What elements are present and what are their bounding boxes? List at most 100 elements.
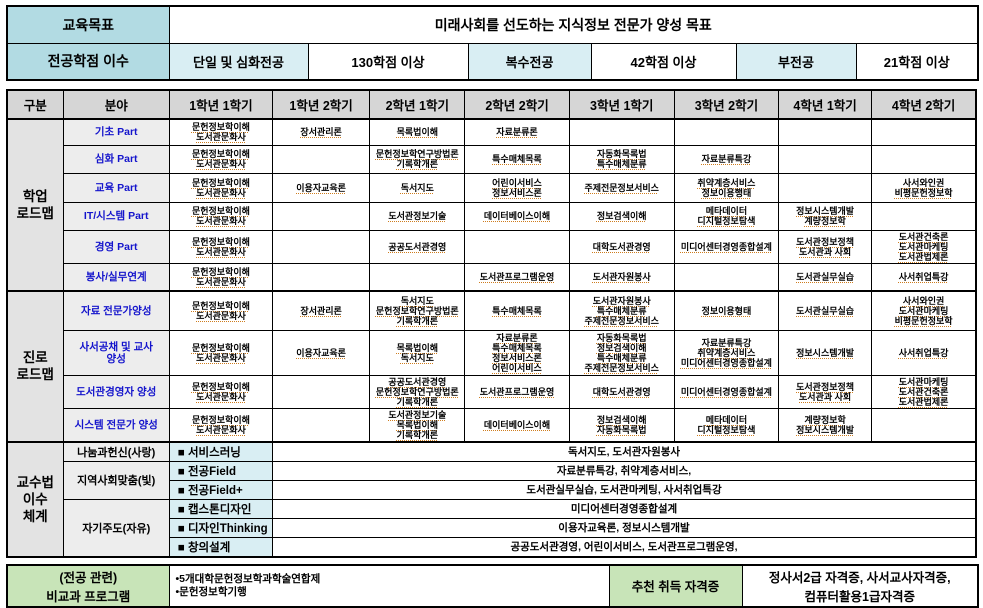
pedagogy-category-community: 지역사회맞춤(빛): [62, 460, 170, 500]
col-header-field: 분야: [62, 89, 170, 120]
course-cell: 도서관자원봉사 특수매체분류 주제전문정보서비스: [568, 290, 675, 331]
col-header-y2s1: 2학년 1학기: [369, 89, 466, 120]
course-cell: 자동화목록법 정보검색이해 특수매체분류 주제전문정보서비스: [568, 329, 675, 376]
course-cell: 문헌정보학이해 도서관문화사: [168, 118, 274, 146]
row-label-system-specialist: 시스템 전문가 양성: [62, 407, 170, 442]
course-cell: 도서관프로그램운영: [464, 262, 570, 292]
pedagogy-item-courses: 자료분류특강, 취약계층서비스,: [272, 460, 977, 481]
course-cell: [778, 144, 873, 174]
course-cell: 메타데이터 디지털정보탐색: [673, 201, 780, 231]
major-credits-label: 전공학점 이수: [6, 42, 170, 81]
course-cell: 문헌정보학이해 도서관문화사: [168, 329, 274, 376]
recommended-certs-value: 정사서2급 자격증, 사서교사자격증, 컴퓨터활용1급자격증: [741, 564, 979, 607]
row-label-education-part: 교육 Part: [62, 172, 170, 203]
pedagogy-item-major-field-plus: ■ 전공Field+: [168, 479, 274, 500]
pedagogy-item-courses: 공공도서관경영, 어린이서비스, 도서관프로그램운영,: [272, 536, 977, 557]
course-cell: [272, 144, 371, 174]
course-cell: [871, 407, 977, 442]
col-header-category: 구분: [6, 89, 64, 120]
col-header-y1s1: 1학년 1학기: [168, 89, 274, 120]
course-cell: 데이터베이스이해: [464, 407, 570, 442]
course-cell: [871, 118, 977, 146]
bottom-programs-table: (전공 관련) 비교과 프로그램 •5개대학문헌정보학과학술연합제 •문헌정보학…: [6, 563, 979, 608]
course-cell: 정보시스템개발: [778, 329, 873, 376]
course-cell: [272, 262, 371, 292]
credit-type-double: 복수전공: [467, 42, 592, 81]
row-label-management-part: 경영 Part: [62, 229, 170, 264]
course-cell: 주제전문정보서비스: [568, 172, 675, 203]
course-cell: 목록법이해 독서지도: [369, 329, 466, 376]
course-cell: 도서관자원봉사: [568, 262, 675, 292]
course-cell: 장서관리론: [272, 118, 371, 146]
course-cell: 문헌정보학이해 도서관문화사: [168, 144, 274, 174]
pedagogy-item-courses: 도서관실무실습, 도서관마케팅, 사서취업특강: [272, 479, 977, 500]
course-cell: 문헌정보학연구방법론 기록학개론: [369, 144, 466, 174]
course-cell: 도서관정보기술: [369, 201, 466, 231]
row-label-library-manager: 도서관경영자 양성: [62, 374, 170, 409]
extracurricular-items: •5개대학문헌정보학과학술연합제 •문헌정보학기행: [168, 564, 610, 607]
course-cell: 독서지도: [369, 172, 466, 203]
course-cell: [272, 407, 371, 442]
col-header-y4s1: 4학년 1학기: [778, 89, 873, 120]
education-goal-label: 교육목표: [6, 5, 170, 44]
course-cell: 도서관실무실습: [778, 262, 873, 292]
course-cell: 자료분류특강: [673, 144, 780, 174]
recommended-certs-label: 추천 취득 자격증: [608, 564, 743, 607]
course-cell: 장서관리론: [272, 290, 371, 331]
course-cell: 정보이용형태: [673, 290, 780, 331]
pedagogy-item-creative-design: ■ 창의설계: [168, 536, 274, 557]
row-label-advanced-part: 심화 Part: [62, 144, 170, 174]
pedagogy-item-courses: 미디어센터경영종합설계: [272, 498, 977, 519]
row-label-data-specialist: 자료 전문가양성: [62, 290, 170, 331]
course-cell: 공공도서관경영: [369, 229, 466, 264]
course-cell: [272, 374, 371, 409]
course-cell: 사서취업특강: [871, 329, 977, 376]
course-cell: 이용자교육론: [272, 329, 371, 376]
row-label-librarian-teacher: 사서공채 및 교사 양성: [62, 329, 170, 376]
course-cell: [464, 229, 570, 264]
course-cell: 특수매체목록: [464, 144, 570, 174]
credit-value-minor: 21학점 이상: [855, 42, 979, 81]
course-cell: 공공도서관경영 문헌정보학연구방법론 기록학개론: [369, 374, 466, 409]
course-cell: 도서관정보기술 목록법이해 기록학개론: [369, 407, 466, 442]
course-cell: 대학도서관경영: [568, 229, 675, 264]
group-pedagogy-system: 교수법 이수 체계: [6, 441, 64, 557]
course-cell: 미디어센터경영종합설계: [673, 229, 780, 264]
pedagogy-item-service-learning: ■ 서비스러닝: [168, 441, 274, 462]
course-cell: 문헌정보학이해 도서관문화사: [168, 407, 274, 442]
course-cell: 자동화목록법 특수매체분류: [568, 144, 675, 174]
row-label-service-practice: 봉사/실무연계: [62, 262, 170, 292]
row-label-it-system-part: IT/시스템 Part: [62, 201, 170, 231]
top-summary-table: 교육목표 미래사회를 선도하는 지식정보 전문가 양성 목표 전공학점 이수 단…: [6, 5, 979, 81]
course-cell: [272, 201, 371, 231]
course-cell: 목록법이해: [369, 118, 466, 146]
course-cell: 도서관건축론 도서관마케팅 도서관법제론: [871, 229, 977, 264]
course-cell: 자료분류특강 취약계층서비스 미디어센터경영종합설계: [673, 329, 780, 376]
course-cell: [272, 229, 371, 264]
course-cell: 문헌정보학이해 도서관문화사: [168, 374, 274, 409]
education-goal-value: 미래사회를 선도하는 지식정보 전문가 양성 목표: [168, 5, 979, 44]
course-cell: 독서지도 문헌정보학연구방법론 기록학개론: [369, 290, 466, 331]
credit-type-minor: 부전공: [735, 42, 857, 81]
course-cell: 사서와인권 도서관마케팅 비평문헌정보학: [871, 290, 977, 331]
course-cell: [673, 262, 780, 292]
extracurricular-label: (전공 관련) 비교과 프로그램: [6, 564, 170, 607]
course-cell: 사서취업특강: [871, 262, 977, 292]
course-cell: [871, 201, 977, 231]
course-cell: 이용자교육론: [272, 172, 371, 203]
col-header-y3s2: 3학년 2학기: [673, 89, 780, 120]
course-cell: [778, 118, 873, 146]
course-cell: [568, 118, 675, 146]
course-cell: [778, 172, 873, 203]
course-cell: 미디어센터경영종합설계: [673, 374, 780, 409]
course-cell: 자료분류론: [464, 118, 570, 146]
pedagogy-item-design-thinking: ■ 디자인Thinking: [168, 517, 274, 538]
course-cell: 데이터베이스이해: [464, 201, 570, 231]
course-cell: 자료분류론 특수매체목록 정보서비스론 어린이서비스: [464, 329, 570, 376]
course-cell: 문헌정보학이해 도서관문화사: [168, 262, 274, 292]
col-header-y3s1: 3학년 1학기: [568, 89, 675, 120]
course-cell: 문헌정보학이해 도서관문화사: [168, 172, 274, 203]
col-header-y2s2: 2학년 2학기: [464, 89, 570, 120]
row-label-basic-part: 기초 Part: [62, 118, 170, 146]
course-cell: [369, 262, 466, 292]
